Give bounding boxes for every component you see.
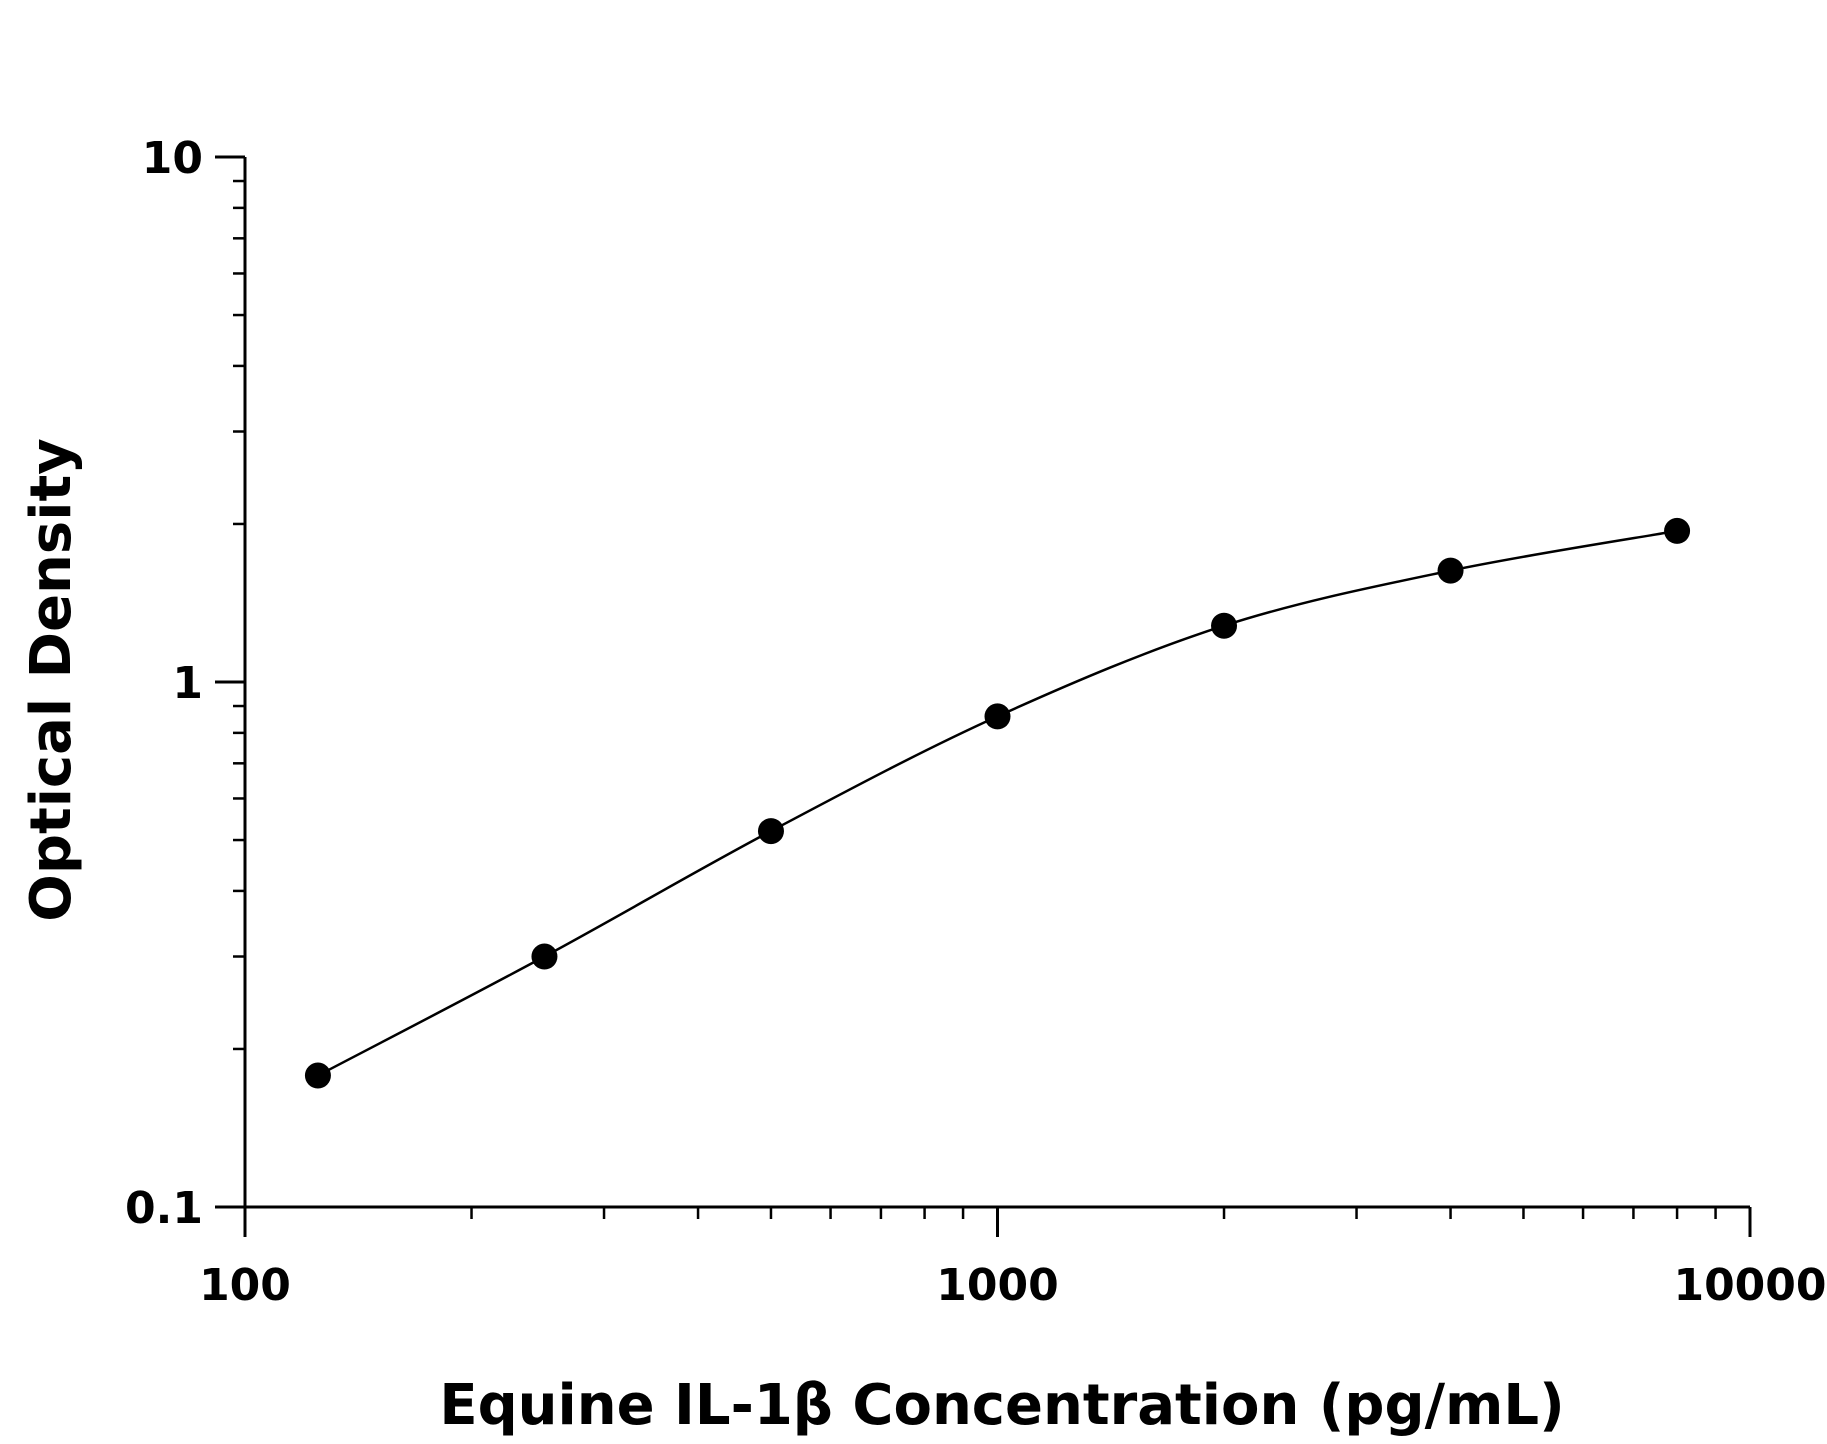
y-axis-title: Optical Density bbox=[19, 438, 84, 921]
data-point-5 bbox=[1437, 557, 1464, 584]
y-tick-labels: 0.1 1 10 bbox=[125, 133, 203, 1234]
data-point-0 bbox=[304, 1062, 331, 1089]
minor-ticks bbox=[233, 179, 1717, 1219]
x-axis-title: Equine IL-1β Concentration (pg/mL) bbox=[439, 1373, 1564, 1438]
x-tick-label-1: 1000 bbox=[936, 1260, 1058, 1311]
data-point-6 bbox=[1664, 517, 1691, 544]
major-ticks bbox=[215, 155, 1752, 1237]
y-tick-label-1: 1 bbox=[172, 658, 203, 709]
data-point-4 bbox=[1211, 612, 1238, 639]
y-tick-label-2: 10 bbox=[142, 133, 203, 184]
data-point-2 bbox=[757, 818, 784, 845]
x-tick-labels: 100 1000 10000 bbox=[199, 1260, 1826, 1311]
fit-curve bbox=[317, 529, 1678, 1077]
x-tick-label-2: 10000 bbox=[1673, 1260, 1826, 1311]
x-tick-label-0: 100 bbox=[199, 1260, 291, 1311]
data-point-1 bbox=[531, 943, 558, 970]
data-point-3 bbox=[984, 703, 1011, 730]
data-points bbox=[304, 517, 1691, 1089]
y-tick-label-0: 0.1 bbox=[125, 1183, 203, 1234]
